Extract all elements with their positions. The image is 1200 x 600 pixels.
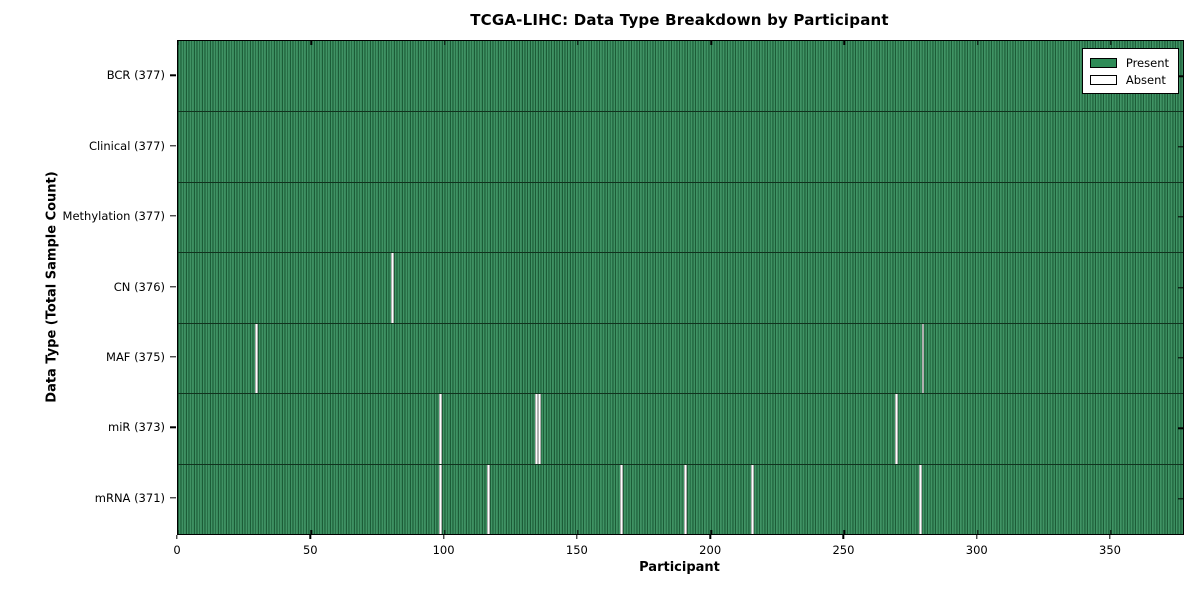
data-row-Clinical xyxy=(178,111,1183,181)
absent-bar xyxy=(439,394,442,464)
y-tick-mark-right xyxy=(1178,498,1183,500)
absent-bar xyxy=(487,464,490,534)
x-tick-label: 200 xyxy=(699,542,722,557)
x-tick-mark-inner xyxy=(310,530,312,534)
absent-bar xyxy=(894,394,898,464)
y-tick-mark-right xyxy=(1178,75,1183,77)
x-axis: 0 50 100 150 200 250 300 350 xyxy=(173,534,1182,565)
absent-bar xyxy=(535,394,538,464)
x-tick-mark xyxy=(709,534,711,540)
y-tick-mark xyxy=(170,285,176,288)
x-tick-mark-top xyxy=(843,41,846,45)
y-tick-mark xyxy=(170,426,176,429)
row-label-BCR: BCR (377) xyxy=(106,68,165,83)
absent-bar xyxy=(537,394,541,464)
x-tick-mark-inner xyxy=(843,530,846,534)
x-tick-mark-inner xyxy=(577,530,579,534)
data-row-miR xyxy=(178,393,1183,464)
y-tick-mark-right xyxy=(1178,357,1183,359)
x-tick-mark xyxy=(976,534,978,540)
y-tick-mark-right xyxy=(1178,427,1183,430)
x-tick-mark-inner xyxy=(710,530,712,534)
row-label-mRNA: mRNA (371) xyxy=(94,490,165,505)
x-tick-label: 100 xyxy=(432,542,455,557)
legend: Present Absent xyxy=(1081,48,1179,94)
data-row-Methylation xyxy=(178,181,1183,252)
y-tick-mark xyxy=(170,356,176,358)
legend-entry-present: Present xyxy=(1089,54,1169,71)
present-swatch-icon xyxy=(1089,57,1117,68)
x-tick-mark-top xyxy=(710,41,712,45)
x-tick-mark xyxy=(176,534,178,540)
legend-entry-absent: Absent xyxy=(1089,71,1169,88)
y-tick-mark xyxy=(170,74,176,76)
row-label-MAF: MAF (375) xyxy=(106,349,165,364)
x-tick-mark-top xyxy=(577,41,579,45)
y-axis: BCR (377) Clinical (377) Methylation (377)… xyxy=(0,40,177,533)
absent-bar xyxy=(751,464,754,534)
x-tick-mark-inner xyxy=(1110,530,1112,534)
data-row-BCR xyxy=(178,41,1183,111)
y-tick-mark xyxy=(170,144,176,147)
x-tick-label: 0 xyxy=(173,542,181,557)
y-tick-mark-right xyxy=(1178,145,1183,148)
x-tick-mark-top xyxy=(177,41,179,45)
x-tick-mark-inner xyxy=(977,530,979,534)
y-tick-mark-right xyxy=(1178,286,1183,289)
x-tick-mark xyxy=(309,534,311,540)
x-tick-mark xyxy=(842,534,845,540)
absent-bar xyxy=(684,464,688,534)
row-label-miR: miR (373) xyxy=(108,420,165,435)
x-tick-mark-top xyxy=(310,41,312,45)
chart-title: TCGA-LIHC: Data Type Breakdown by Partic… xyxy=(470,11,889,29)
legend-label-absent: Absent xyxy=(1125,72,1166,87)
x-tick-mark-top xyxy=(977,41,979,45)
x-tick-label: 250 xyxy=(832,542,855,557)
x-tick-label: 300 xyxy=(965,542,988,557)
absent-bar xyxy=(439,464,442,534)
x-tick-mark xyxy=(576,534,578,540)
x-tick-mark-inner xyxy=(443,530,446,534)
y-tick-mark xyxy=(170,497,176,499)
plot-area: Present Absent xyxy=(177,40,1184,535)
legend-label-present: Present xyxy=(1125,55,1169,70)
absent-bar xyxy=(391,253,394,323)
x-tick-label: 50 xyxy=(302,542,318,557)
x-tick-label: 350 xyxy=(1099,542,1121,557)
absent-bar xyxy=(620,464,624,534)
x-tick-mark-inner xyxy=(177,530,179,534)
x-tick-mark-top xyxy=(443,41,446,45)
data-row-CN xyxy=(178,252,1183,323)
row-label-Methylation: Methylation (377) xyxy=(62,209,165,224)
absent-swatch-icon xyxy=(1089,74,1117,85)
x-tick-mark xyxy=(442,534,445,540)
y-tick-mark-right xyxy=(1178,216,1183,218)
absent-bar xyxy=(918,464,922,534)
x-tick-mark-top xyxy=(1110,41,1112,45)
row-label-CN: CN (376) xyxy=(113,279,165,294)
absent-bar xyxy=(921,323,925,394)
absent-bar xyxy=(255,323,258,394)
row-label-Clinical: Clinical (377) xyxy=(88,138,165,153)
data-row-mRNA xyxy=(178,463,1183,534)
data-row-MAF xyxy=(178,322,1183,394)
x-tick-mark xyxy=(1109,534,1111,540)
y-tick-mark xyxy=(170,215,176,217)
x-tick-label: 150 xyxy=(565,542,588,557)
x-axis-title: Participant xyxy=(639,560,720,575)
